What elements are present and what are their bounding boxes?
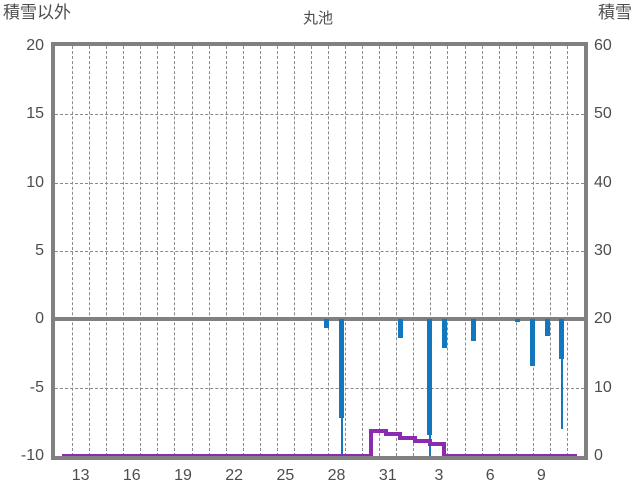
snow-line-segment [488, 454, 504, 456]
horizontal-gridline [55, 114, 584, 116]
bar [544, 319, 550, 336]
bar-tail [428, 319, 431, 456]
snow-line-segment [356, 454, 371, 456]
snow-line-segment [503, 454, 518, 456]
x-axis-tick: 9 [536, 467, 546, 484]
x-axis-tick: 19 [174, 467, 192, 484]
left-axis-tick: 0 [35, 310, 44, 328]
snow-line-segment [91, 454, 107, 456]
horizontal-gridline [55, 182, 584, 184]
snow-line-segment [400, 436, 415, 441]
bar [530, 319, 536, 366]
snow-line-segment [62, 454, 78, 456]
snow-line-segment [209, 454, 224, 456]
zero-baseline [55, 317, 584, 322]
snow-line-segment [517, 454, 533, 456]
bar-tail [560, 319, 563, 429]
snow-line-segment [429, 441, 445, 446]
snow-line-segment [179, 454, 195, 456]
snow-line-segment [326, 454, 342, 456]
snow-line-segment [253, 454, 269, 456]
snow-line-segment [442, 441, 447, 456]
bar [515, 319, 521, 323]
bar [441, 319, 447, 349]
snow-line-segment [368, 428, 373, 456]
x-axis-tick: 16 [122, 467, 141, 484]
chart-title: 丸池 [302, 10, 333, 27]
x-axis-tick: 13 [71, 467, 90, 484]
plot-inner [55, 46, 584, 456]
snow-line-segment [194, 454, 210, 456]
snow-line-segment [341, 454, 357, 456]
snow-line-segment [398, 432, 403, 441]
snow-line-segment [385, 432, 401, 437]
left-axis-tick: 10 [26, 173, 44, 191]
snow-line-segment [297, 454, 313, 456]
snow-line-segment [561, 454, 577, 456]
left-axis-tick: 15 [26, 105, 44, 123]
snow-line-segment [135, 454, 151, 456]
snow-line-segment [121, 454, 136, 456]
right-axis-tick: 10 [594, 378, 612, 396]
right-axis-tick: 40 [594, 173, 612, 191]
x-axis-tick: 6 [485, 467, 495, 484]
bar [397, 319, 403, 339]
x-axis-tick: 3 [434, 467, 444, 484]
snow-line-segment [459, 454, 474, 456]
snow-line-segment [150, 454, 166, 456]
snow-line-segment [415, 438, 430, 443]
snow-line-segment [106, 454, 122, 456]
x-axis-tick: 28 [327, 467, 346, 484]
horizontal-gridline [55, 387, 584, 389]
x-axis-tick: 31 [378, 467, 397, 484]
right-axis-tick: 20 [594, 310, 612, 328]
right-axis-tick: 60 [594, 37, 612, 54]
snow-line-segment [473, 454, 489, 456]
right-axis-tick: 30 [594, 242, 612, 259]
snow-line-segment [547, 454, 562, 456]
left-axis-tick: 20 [26, 37, 44, 54]
bar-tail [340, 319, 343, 456]
x-axis-tick: 25 [276, 467, 295, 484]
snow-line-segment [444, 454, 460, 456]
x-axis-tick: 22 [225, 467, 244, 484]
snow-line-segment [165, 454, 180, 456]
snow-line-segment [223, 454, 239, 456]
snow-line-segment [77, 454, 92, 456]
right-axis-title: 積雪 [598, 3, 632, 22]
bar [471, 319, 477, 342]
right-axis-tick: 0 [594, 447, 603, 464]
left-axis-tick: -10 [20, 447, 44, 464]
snow-line-segment [268, 454, 283, 456]
snow-line-segment [238, 454, 254, 456]
left-axis-tick: -5 [29, 378, 44, 396]
snow-line-segment [370, 428, 386, 433]
horizontal-gridline [55, 251, 584, 252]
snow-line-segment [282, 454, 298, 456]
snow-line-segment [532, 454, 548, 456]
left-axis-tick: 5 [35, 242, 44, 259]
bar [324, 319, 330, 328]
left-axis-title: 積雪以外 [3, 3, 71, 22]
plot-area [51, 42, 588, 460]
right-axis-tick: 50 [594, 105, 612, 123]
snow-line-segment [312, 454, 327, 456]
